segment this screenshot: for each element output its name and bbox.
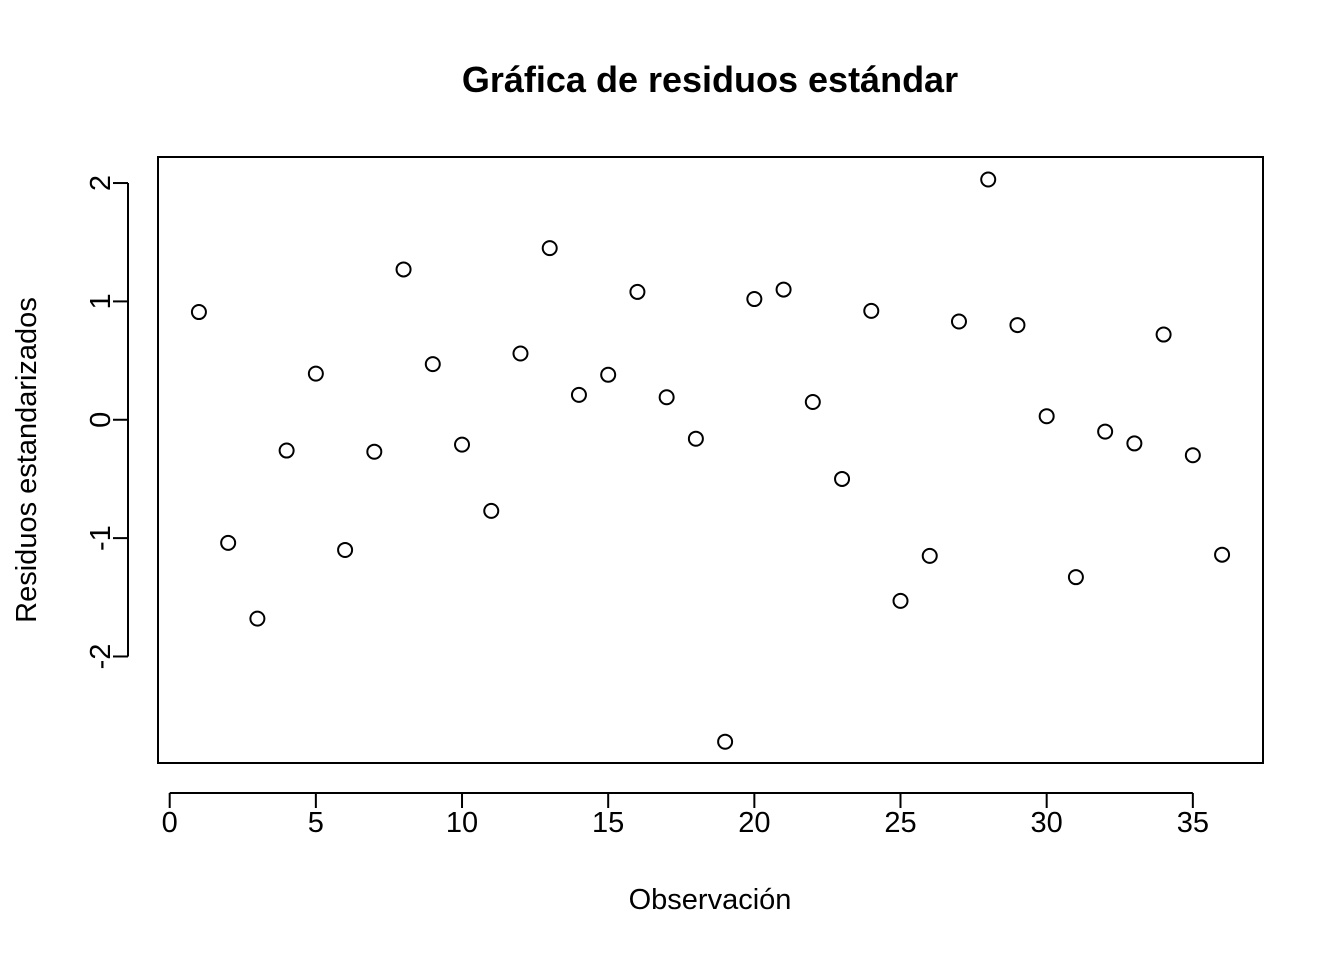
data-point (863, 302, 880, 319)
data-point (1126, 435, 1143, 452)
data-point (746, 291, 763, 308)
x-tick-label: 35 (1177, 807, 1209, 839)
chart-title: Gráfica de residuos estándar (462, 59, 958, 100)
data-point (570, 386, 587, 403)
y-tick-label: 1 (85, 293, 117, 309)
data-point (249, 610, 266, 627)
data-point (834, 470, 851, 487)
data-point (950, 313, 967, 330)
data-point (395, 261, 412, 278)
data-point (512, 345, 529, 362)
data-point (775, 281, 792, 298)
x-axis-label: Observación (629, 884, 792, 916)
data-point (278, 442, 295, 459)
y-axis-label: Residuos estandarizados (11, 297, 43, 623)
data-point (1155, 326, 1172, 343)
data-point (1067, 569, 1084, 586)
data-point (717, 733, 734, 750)
data-point (366, 443, 383, 460)
data-point (1184, 447, 1201, 464)
x-tick-label: 0 (162, 807, 178, 839)
x-tick-label: 5 (308, 807, 324, 839)
y-tick-label: -2 (85, 644, 117, 670)
x-tick-label: 15 (592, 807, 624, 839)
data-point (220, 534, 237, 551)
data-point (600, 366, 617, 383)
x-axis: 0 5 10 15 20 25 30 35 (162, 792, 1209, 839)
data-point (424, 356, 441, 373)
data-points (190, 171, 1231, 750)
data-point (980, 171, 997, 188)
data-point (1009, 317, 1026, 334)
data-point (483, 502, 500, 519)
data-point (337, 541, 354, 558)
data-point (1038, 408, 1055, 425)
data-point (892, 592, 909, 609)
data-point (629, 283, 646, 300)
y-axis: -2 -1 0 1 2 (85, 175, 129, 670)
data-point (658, 389, 675, 406)
x-tick-label: 30 (1031, 807, 1063, 839)
x-tick-label: 20 (738, 807, 770, 839)
plot-area (157, 156, 1264, 764)
data-point (454, 436, 471, 453)
x-tick-label: 10 (446, 807, 478, 839)
data-point (687, 430, 704, 447)
x-tick-label: 25 (884, 807, 916, 839)
data-point (190, 304, 207, 321)
data-point (1214, 546, 1231, 563)
y-tick-label: -1 (85, 525, 117, 551)
y-tick-label: 2 (85, 175, 117, 191)
y-tick-label: 0 (85, 412, 117, 428)
data-point (307, 365, 324, 382)
data-point (1097, 423, 1114, 440)
data-point (541, 240, 558, 257)
data-point (921, 547, 938, 564)
data-point (804, 394, 821, 411)
